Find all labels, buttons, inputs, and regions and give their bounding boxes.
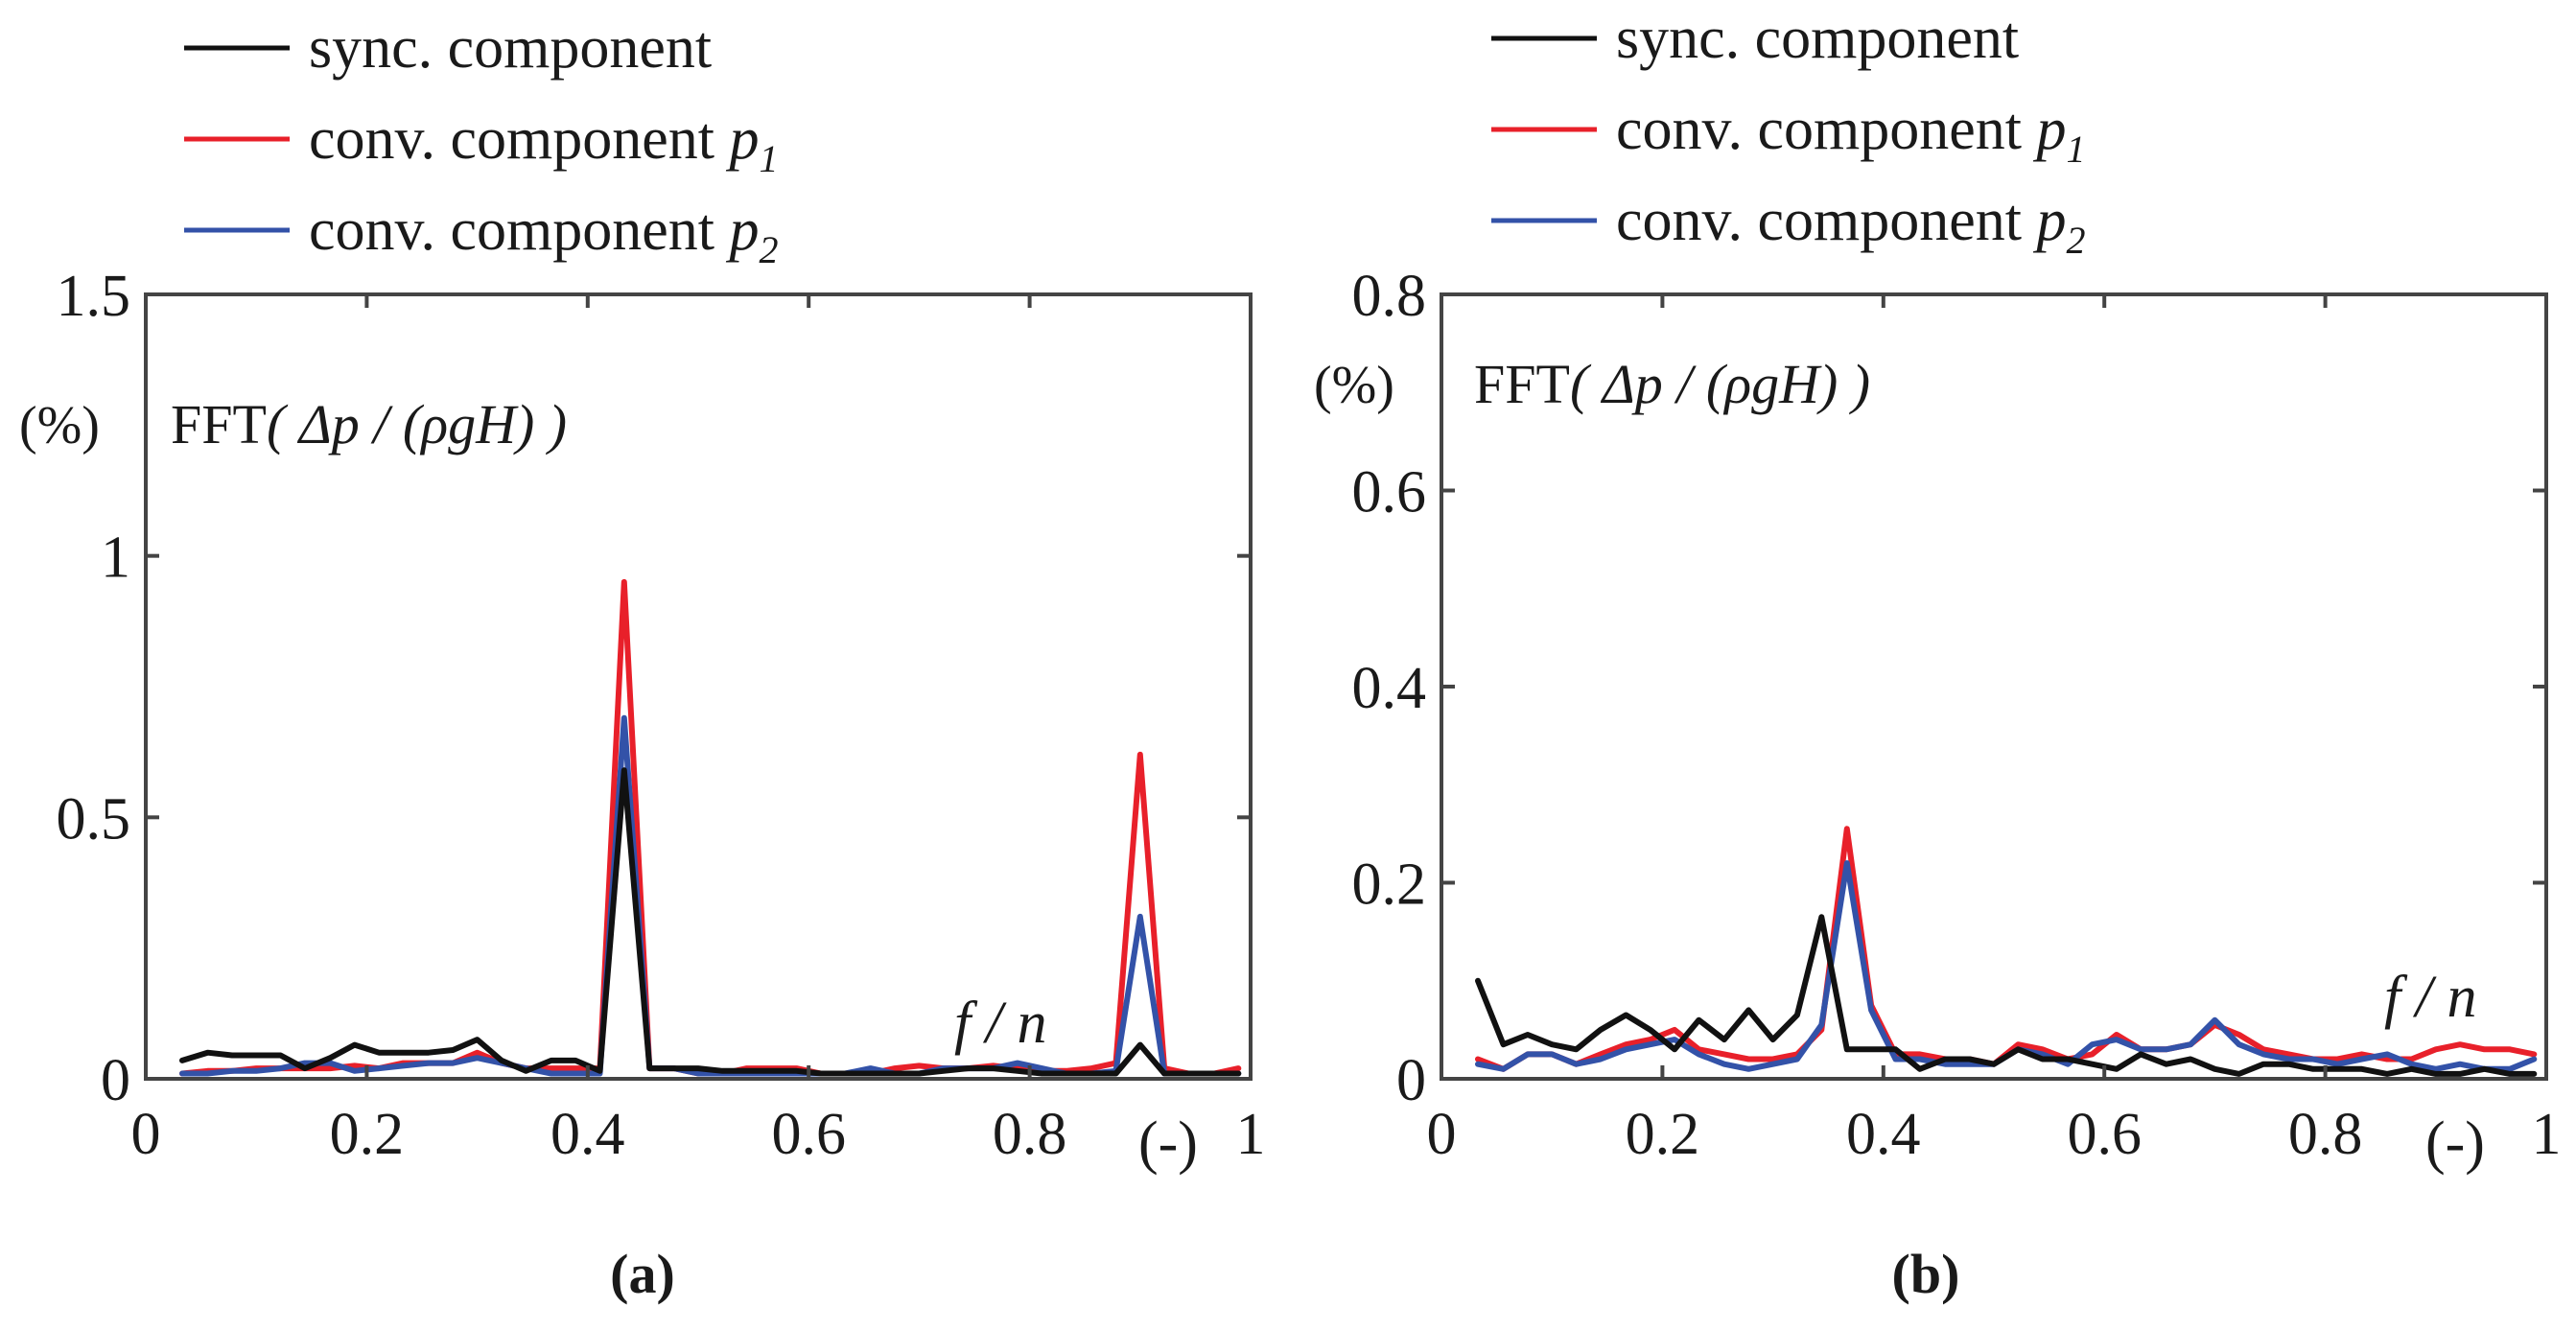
series-line-conv-p2 (1475, 860, 2538, 1072)
y-tick-label: 0.2 (1352, 852, 1427, 918)
legend-label: sync. component (309, 15, 712, 81)
x-tick-label: 0.6 (771, 1102, 846, 1167)
x-tick-label: 0 (1427, 1102, 1457, 1167)
legend-label: conv. component p2 (309, 198, 778, 271)
legend-text: conv. component (309, 198, 729, 263)
legend-text: sync. component (309, 15, 712, 81)
y-tick-label: 1.5 (57, 264, 131, 329)
legend-text: conv. component (1616, 97, 2036, 162)
x-tick-label: 1 (2532, 1102, 2562, 1167)
y-tick-label: 0.8 (1352, 264, 1427, 329)
x-tick-label: 1 (1236, 1102, 1266, 1167)
title-expression: ( Δp / (ρgH) ) (267, 393, 567, 455)
y-tick-label: 0.5 (57, 786, 131, 852)
x-tick-label: 0.6 (2067, 1102, 2142, 1167)
legend-text: conv. component (309, 106, 729, 172)
legend-subscript: 2 (759, 228, 778, 271)
y-tick-label: 0.6 (1352, 460, 1427, 525)
legend-label: conv. component p1 (309, 106, 778, 180)
x-unit-label: (-) (2425, 1110, 2485, 1176)
panel-b: 0 0.2 0.4 0.6 0.8 1 0 0.2 0.4 0.6 0.8 (%) FFT( Δp / … (1314, 6, 2562, 1305)
legend-symbol: p (2032, 97, 2066, 162)
panel-caption: (a) (610, 1243, 675, 1305)
series-line-sync (1475, 914, 2538, 1077)
y-tick-label: 0 (1396, 1048, 1426, 1113)
panel-caption: (b) (1892, 1243, 1960, 1305)
series-line-conv-p1 (179, 578, 1242, 1077)
panel-title: FFT( Δp / (ρgH) ) (1474, 353, 1870, 415)
x-tick-label: 0.8 (993, 1102, 1067, 1167)
legend-subscript: 1 (759, 137, 778, 180)
legend-text: sync. component (1616, 6, 2019, 71)
series-line-conv-p2 (179, 714, 1242, 1077)
series-line-sync (179, 767, 1242, 1077)
panel-title: FFT( Δp / (ρgH) ) (171, 393, 567, 455)
legend-symbol: p (725, 198, 759, 263)
plot-frame (144, 292, 1253, 1081)
title-fft: FFT (171, 393, 267, 455)
y-unit-label: (%) (1314, 356, 1394, 415)
x-axis-label: f / n (2384, 965, 2476, 1030)
x-tick-label: 0.2 (1626, 1102, 1700, 1167)
legend-label: conv. component p2 (1616, 188, 2085, 262)
y-tick-label: 0 (101, 1048, 130, 1113)
x-tick-label: 0 (131, 1102, 161, 1167)
legend-subscript: 1 (2066, 128, 2085, 171)
legend-symbol: p (2032, 188, 2066, 253)
legend-symbol: p (725, 106, 759, 172)
legend-text: conv. component (1616, 188, 2036, 253)
title-expression: ( Δp / (ρgH) ) (1570, 353, 1870, 415)
x-tick-label: 0.4 (550, 1102, 625, 1167)
x-unit-label: (-) (1138, 1110, 1198, 1176)
x-tick-label: 0.8 (2288, 1102, 2363, 1167)
legend-subscript: 2 (2066, 219, 2085, 262)
y-tick-label: 1 (101, 525, 130, 591)
panel-a: 0 0.2 0.4 0.6 0.8 1 0 0.5 1 1.5 (%) FFT( Δp / (ρgH)… (19, 15, 1266, 1305)
x-tick-label: 0.2 (330, 1102, 405, 1167)
x-axis-label: f / n (954, 991, 1046, 1056)
series-line-conv-p1 (1475, 826, 2538, 1072)
title-fft: FFT (1474, 353, 1570, 415)
y-tick-label: 0.4 (1352, 656, 1427, 721)
legend-label: conv. component p1 (1616, 97, 2085, 171)
x-tick-label: 0.4 (1846, 1102, 1921, 1167)
y-unit-label: (%) (19, 396, 100, 455)
legend-label: sync. component (1616, 6, 2019, 71)
